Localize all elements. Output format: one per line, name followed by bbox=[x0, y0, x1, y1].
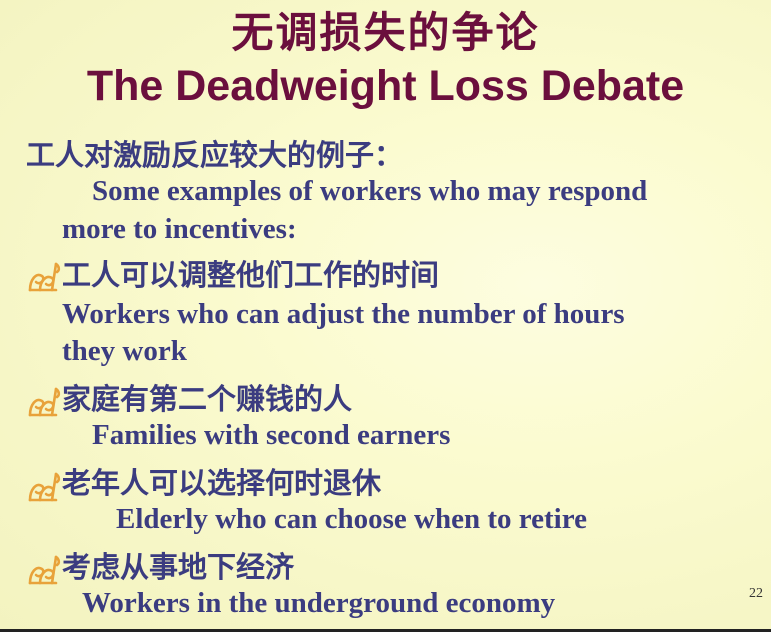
bullet-1-english-line1: Workers who can adjust the number of hou… bbox=[62, 298, 625, 330]
intro-english-line1: Some examples of workers who may respond bbox=[92, 175, 648, 207]
scroll-bullet-icon bbox=[28, 555, 61, 585]
bullet-1-chinese: 工人可以调整他们工作的时间 bbox=[62, 258, 440, 292]
bullet-4-english-line1: Workers in the underground economy bbox=[82, 587, 556, 619]
bullet-2-english-line1: Families with second earners bbox=[92, 419, 451, 451]
slide-title-chinese: 无调损失的争论 bbox=[231, 8, 540, 57]
slide-bottom-border bbox=[0, 629, 771, 632]
scroll-bullet-icon bbox=[28, 262, 61, 292]
bullet-1-english-line2: they work bbox=[62, 335, 187, 367]
page-number: 22 bbox=[749, 586, 763, 601]
bullet-4-chinese: 考虑从事地下经济 bbox=[62, 550, 295, 584]
scroll-bullet-icon bbox=[28, 387, 61, 417]
scroll-bullet-icon bbox=[28, 472, 61, 502]
bullet-3-english-line1: Elderly who can choose when to retire bbox=[116, 503, 587, 535]
bullet-3-chinese: 老年人可以选择何时退休 bbox=[62, 466, 382, 500]
intro-english-line2: more to incentives: bbox=[62, 213, 297, 245]
bullet-2-chinese: 家庭有第二个赚钱的人 bbox=[62, 382, 353, 416]
slide-title-english: The Deadweight Loss Debate bbox=[86, 62, 685, 110]
intro-chinese: 工人对激励反应较大的例子： bbox=[26, 138, 404, 172]
